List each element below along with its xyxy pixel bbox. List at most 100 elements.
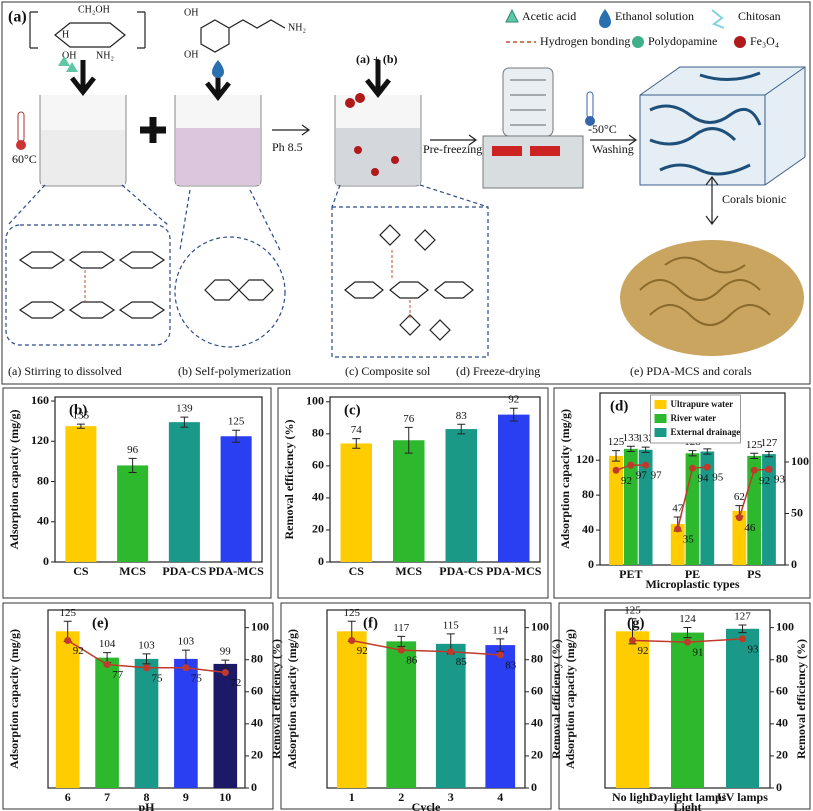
- error-bar: [683, 627, 692, 639]
- y2-tick-label: 40: [251, 716, 263, 730]
- error-bar: [221, 659, 230, 669]
- y-tick-label: 80: [312, 426, 324, 440]
- efficiency-label: 75: [152, 672, 164, 684]
- y2-tick-label: 100: [776, 619, 794, 633]
- arrow: [590, 134, 638, 146]
- block-edges: [640, 66, 806, 185]
- group-label: OH: [62, 50, 76, 61]
- x-tick-label: 8: [144, 790, 150, 804]
- panel-frame: [2, 602, 274, 810]
- block: [639, 66, 806, 186]
- error-bar: [128, 457, 137, 473]
- x-tick-label: 9: [183, 790, 189, 804]
- step-label: Corals bionic: [722, 192, 786, 206]
- double-arrow: [705, 176, 719, 225]
- error-bar: [750, 452, 759, 459]
- panel-label: (c): [344, 402, 361, 418]
- panel-label: (e): [92, 615, 109, 631]
- efficiency-point: [627, 461, 635, 469]
- plus: [140, 117, 166, 143]
- thermometer: [586, 91, 594, 119]
- x-tick-label: No light: [612, 790, 653, 804]
- thermometer: [17, 111, 25, 143]
- x-axis-label: Cycle: [412, 800, 441, 811]
- efficiency-point: [689, 464, 696, 472]
- schematic-legend: Acetic acid Ethanol solution Chitosan Hy…: [505, 9, 781, 48]
- ring: [54, 22, 126, 48]
- efficiency-point: [684, 638, 691, 646]
- efficiency-point: [447, 648, 455, 656]
- y2-tick-label: 20: [776, 748, 788, 762]
- legend-text: Hydrogen bonding: [540, 34, 630, 48]
- beakers: 60°C Ph 8.5 (a) + (b): [12, 52, 422, 187]
- y2-axis-label: Removal efficiency (%): [269, 639, 283, 759]
- y-tick-label: 160: [31, 393, 49, 407]
- y-tick-label: 80: [582, 487, 594, 501]
- x-tick-label: PET: [619, 567, 642, 581]
- panel-label: (g): [627, 615, 645, 631]
- chitosan-icon: [711, 9, 725, 29]
- error-bar: [496, 638, 505, 652]
- x-tick-label: 1: [349, 790, 355, 804]
- value-label: 99: [220, 646, 232, 658]
- value-label: 104: [99, 638, 116, 650]
- fe3o4-icon: [734, 36, 746, 48]
- value-label: 125: [59, 607, 76, 619]
- particle: [355, 93, 365, 103]
- bar: [393, 440, 425, 562]
- dopamine-structure: OH OH NH₂: [184, 7, 306, 60]
- ph-label: Ph 8.5: [272, 140, 303, 154]
- efficiency-label: 85: [456, 656, 468, 668]
- y-axis-label: Adsorption capacity (mg/g): [7, 629, 21, 769]
- x-tick-label: CS: [73, 564, 89, 578]
- x-tick-label: 3: [448, 790, 454, 804]
- y-tick-label: 0: [318, 554, 324, 568]
- efficiency-label: 75: [191, 672, 203, 684]
- bar: [174, 658, 198, 788]
- bar: [220, 436, 252, 562]
- value-label: 115: [443, 619, 460, 631]
- x-axis-label: Microplastic types: [645, 577, 739, 591]
- y2-tick-label: 60: [251, 684, 263, 698]
- ethanol-icon: [599, 9, 611, 28]
- y2-tick-label: 80: [251, 651, 263, 665]
- efficiency-label: 95: [712, 472, 724, 484]
- chitosan-structure: CH₂OH OH NH₂ H: [29, 4, 146, 61]
- error-bar: [641, 446, 650, 453]
- value-label: 96: [127, 444, 139, 456]
- group-label: NH₂: [96, 50, 114, 61]
- y2-tick-label: 50: [791, 505, 803, 519]
- bar: [95, 657, 119, 788]
- ring: [18, 251, 166, 319]
- x-axis-label: Light: [673, 800, 701, 811]
- y2-tick-label: 80: [531, 651, 543, 665]
- efficiency-point: [221, 669, 229, 677]
- legend-text: Ethanol solution: [615, 9, 694, 23]
- efficiency-point: [629, 636, 636, 644]
- value-label: 124: [679, 613, 696, 625]
- efficiency-label: 86: [406, 655, 418, 667]
- error-bar: [404, 426, 413, 454]
- display: [530, 146, 560, 156]
- arrow: [272, 124, 311, 136]
- efficiency-point: [496, 651, 504, 659]
- bar: [485, 645, 516, 788]
- legend-text: Fe₃O₄: [750, 34, 779, 48]
- y-tick-label: 60: [312, 458, 324, 472]
- mix-label: (a) + (b): [356, 52, 398, 66]
- efficiency-label: 92: [357, 645, 368, 657]
- y2-tick-label: 20: [531, 748, 543, 762]
- y-tick-label: 100: [306, 394, 324, 408]
- efficiency-label: 97: [636, 470, 648, 482]
- efficiency-label: 92: [759, 475, 770, 487]
- y-axis-label: Adsorption capacity (mg/g): [7, 410, 21, 550]
- x-axis-label: pH: [138, 800, 155, 811]
- group-label: OH: [184, 7, 198, 18]
- value-label: 47: [672, 503, 684, 515]
- value-label: 135: [73, 410, 90, 422]
- y2-tick-label: 0: [791, 557, 797, 571]
- y-axis-label: Removal efficiency (%): [282, 420, 296, 540]
- x-tick-label: 6: [65, 790, 71, 804]
- bar: [336, 631, 367, 788]
